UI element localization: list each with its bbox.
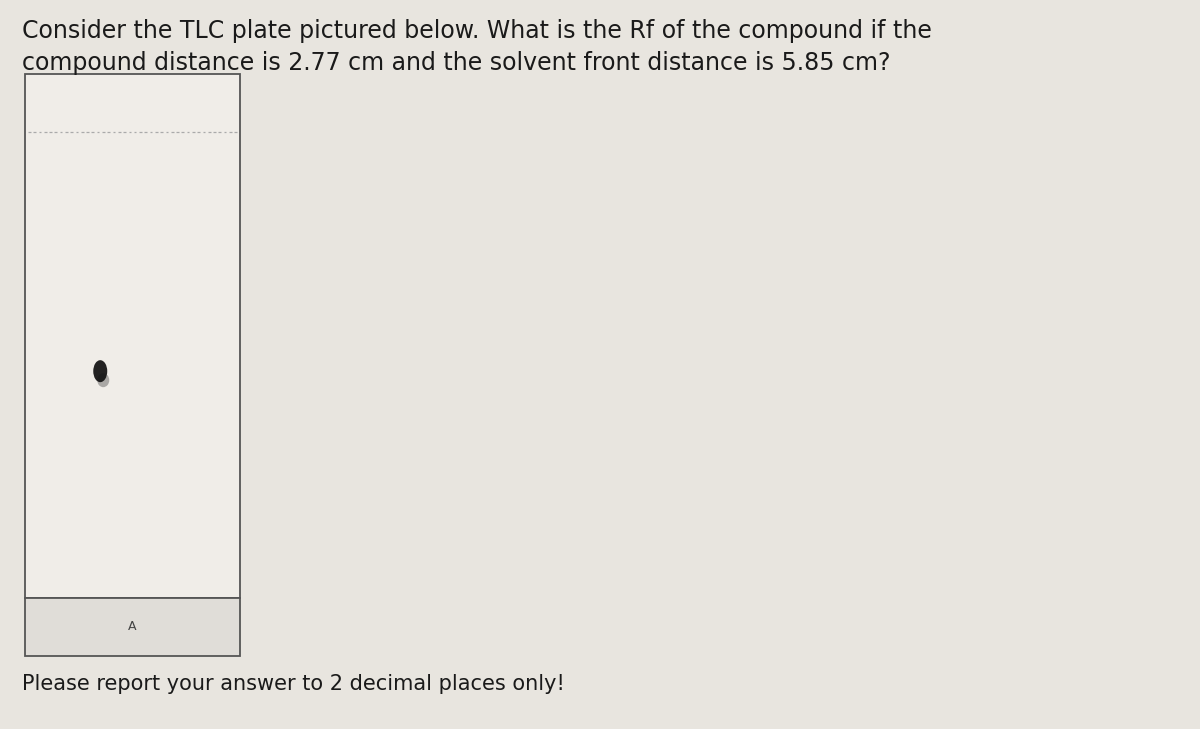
Text: Please report your answer to 2 decimal places only!: Please report your answer to 2 decimal p… [22, 674, 565, 694]
Bar [25, 74, 240, 598]
Text: Consider the TLC plate pictured below. What is the Rf of the compound if the: Consider the TLC plate pictured below. W… [22, 19, 932, 43]
Text: A: A [128, 620, 137, 634]
Ellipse shape [97, 373, 109, 387]
Bar [25, 598, 240, 656]
Text: compound distance is 2.77 cm and the solvent front distance is 5.85 cm?: compound distance is 2.77 cm and the sol… [22, 51, 890, 75]
Ellipse shape [94, 360, 107, 382]
